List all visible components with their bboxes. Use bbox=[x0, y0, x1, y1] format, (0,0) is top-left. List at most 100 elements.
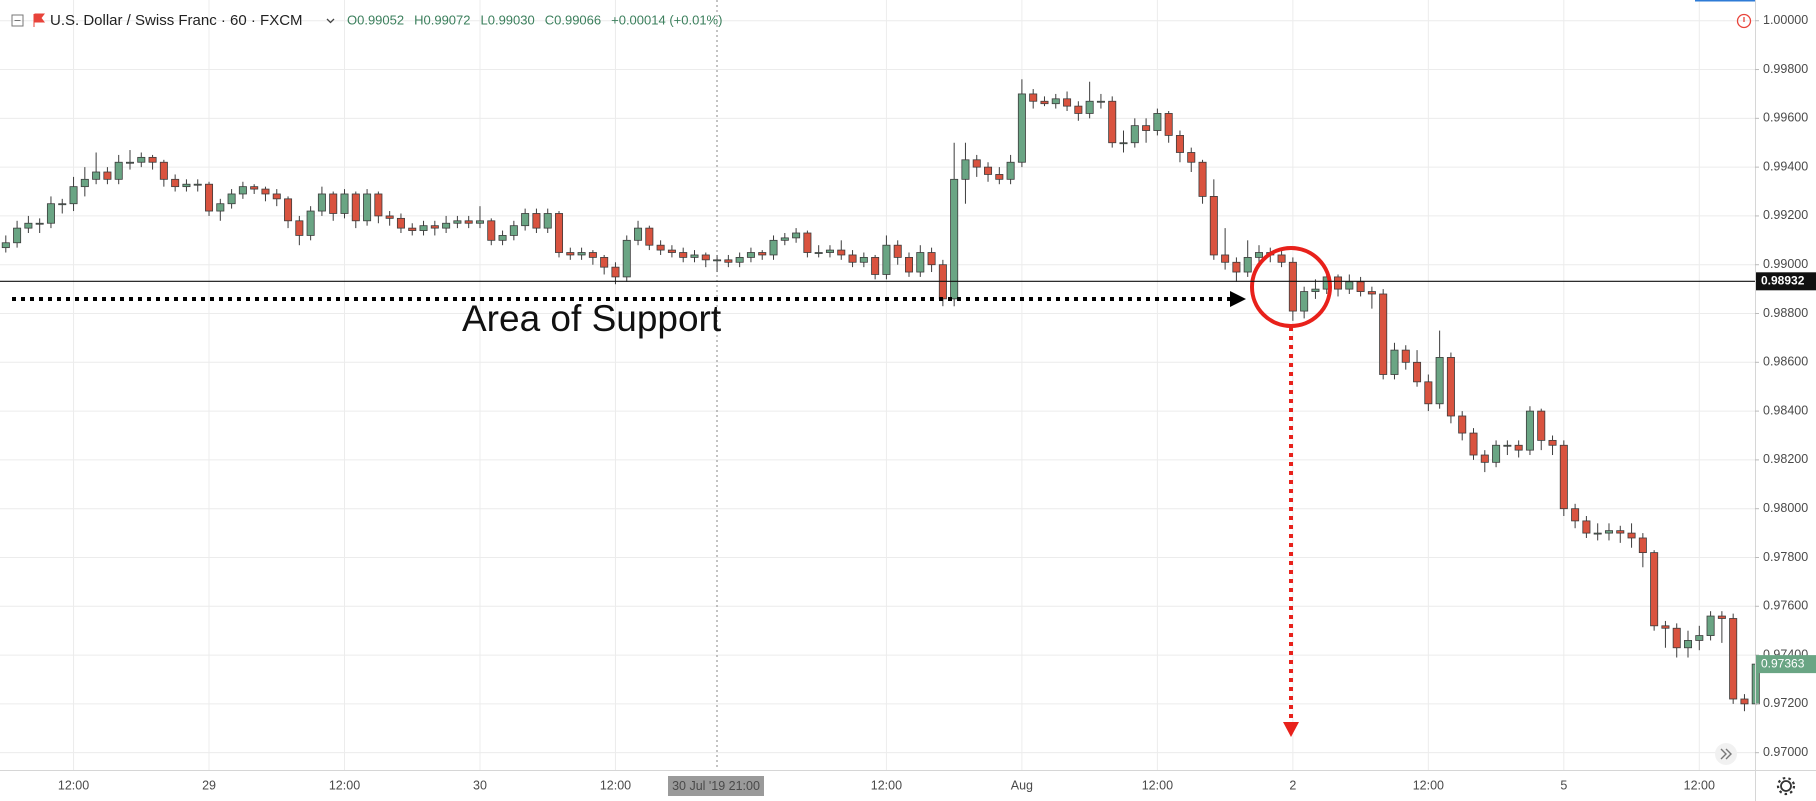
candle-body bbox=[905, 256, 914, 273]
candle-body bbox=[1582, 520, 1591, 534]
candle-body bbox=[340, 193, 349, 214]
candle-body bbox=[1740, 698, 1749, 705]
settings-button[interactable] bbox=[1780, 780, 1792, 792]
candle-body bbox=[645, 227, 654, 246]
candle-body bbox=[430, 225, 439, 229]
x-tick-label: 12:00 bbox=[1684, 778, 1715, 792]
candle-body bbox=[1345, 281, 1354, 290]
candle-body bbox=[13, 227, 22, 244]
candle-body bbox=[521, 213, 530, 227]
candle-body bbox=[1051, 98, 1060, 105]
candle-body bbox=[916, 252, 925, 273]
candle-body bbox=[80, 178, 89, 188]
x-tick-label: 12:00 bbox=[1413, 778, 1444, 792]
candle-body bbox=[1548, 439, 1557, 446]
candle-body bbox=[137, 156, 146, 163]
candle-body bbox=[588, 252, 597, 258]
candle-body bbox=[600, 256, 609, 268]
candle-body bbox=[927, 252, 936, 266]
candle-body bbox=[408, 227, 417, 231]
y-tick-label: 0.97000 bbox=[1763, 745, 1808, 759]
candle-body bbox=[758, 252, 767, 256]
candle-body bbox=[1492, 444, 1501, 463]
candle-body bbox=[1503, 444, 1512, 447]
candle-body bbox=[205, 183, 214, 212]
candle-body bbox=[1209, 196, 1218, 256]
candle-body bbox=[1672, 627, 1681, 649]
x-tick-label: 12:00 bbox=[1142, 778, 1173, 792]
candle-body bbox=[24, 222, 33, 229]
dropdown-icon[interactable] bbox=[326, 18, 335, 24]
candle-body bbox=[69, 186, 78, 205]
y-tick-label: 0.99600 bbox=[1763, 111, 1808, 125]
candle-body bbox=[837, 249, 846, 256]
candle-body bbox=[825, 249, 834, 253]
candle-body bbox=[1221, 254, 1230, 263]
candle-body bbox=[1153, 113, 1162, 131]
candle-body bbox=[1187, 152, 1196, 163]
candle-body bbox=[1334, 276, 1343, 290]
y-tick-label: 1.00000 bbox=[1763, 13, 1808, 27]
candle-body bbox=[611, 266, 620, 278]
y-tick-label: 0.98800 bbox=[1763, 306, 1808, 320]
y-tick-label: 0.99200 bbox=[1763, 208, 1808, 222]
candle-body bbox=[1458, 415, 1467, 434]
ohlc-value: O0.99052 bbox=[347, 12, 404, 27]
candle-body bbox=[261, 188, 270, 195]
settings-teeth bbox=[1776, 776, 1796, 796]
x-tick-label: 30 bbox=[473, 778, 487, 792]
highlight-circle bbox=[1250, 246, 1332, 328]
candle-body bbox=[1469, 432, 1478, 456]
candle-body bbox=[272, 193, 281, 200]
candle-body bbox=[1604, 530, 1613, 534]
candle-body bbox=[1695, 635, 1704, 641]
candle-body bbox=[1390, 349, 1399, 375]
symbol-title[interactable]: U.S. Dollar / Swiss Franc · 60 · FXCM bbox=[50, 12, 303, 29]
candle-body bbox=[803, 232, 812, 253]
breakdown-arrow-head bbox=[1283, 722, 1299, 737]
alert-icon[interactable] bbox=[1736, 13, 1752, 29]
flag-icon bbox=[33, 13, 45, 27]
y-tick-label: 0.97800 bbox=[1763, 550, 1808, 564]
candle-body bbox=[724, 259, 733, 263]
collapse-button[interactable] bbox=[11, 14, 24, 27]
candle-body bbox=[442, 222, 451, 229]
candle-body bbox=[182, 183, 191, 188]
candle-body bbox=[227, 193, 236, 205]
candle-body bbox=[780, 237, 789, 241]
y-tick-label: 0.98600 bbox=[1763, 355, 1808, 369]
ohlc-value: L0.99030 bbox=[481, 12, 535, 27]
candle-body bbox=[487, 220, 496, 241]
candle-body bbox=[1142, 125, 1151, 131]
candle-body bbox=[972, 159, 981, 168]
candle-body bbox=[284, 198, 293, 222]
candle-body bbox=[1616, 530, 1625, 534]
candle-body bbox=[306, 210, 315, 236]
candle-body bbox=[1096, 100, 1105, 103]
candle-body bbox=[1164, 113, 1173, 136]
candle-body bbox=[1413, 361, 1422, 383]
candle-body bbox=[58, 203, 67, 206]
y-tick-label: 0.97600 bbox=[1763, 599, 1808, 613]
candle-body bbox=[1063, 98, 1072, 107]
candle-body bbox=[419, 225, 428, 231]
last-price-label: 0.97363 bbox=[1761, 656, 1805, 670]
crosshair-label-box bbox=[668, 776, 764, 796]
candle-body bbox=[1175, 135, 1184, 153]
y-tick-label: 0.98000 bbox=[1763, 501, 1808, 515]
candle-body bbox=[1525, 410, 1534, 451]
candle-body bbox=[656, 244, 665, 251]
candle-body bbox=[1684, 640, 1693, 649]
candle-body bbox=[690, 254, 699, 258]
candle-body bbox=[1367, 291, 1376, 295]
candle-body bbox=[622, 239, 631, 278]
last-price-tag bbox=[1756, 655, 1816, 674]
y-tick-label: 0.99000 bbox=[1763, 257, 1808, 271]
candle-body bbox=[125, 161, 134, 164]
scroll-icon bbox=[1720, 748, 1732, 760]
candle-body bbox=[1514, 444, 1523, 451]
candle-body bbox=[1119, 142, 1128, 145]
y-tick-label: 0.99800 bbox=[1763, 62, 1808, 76]
